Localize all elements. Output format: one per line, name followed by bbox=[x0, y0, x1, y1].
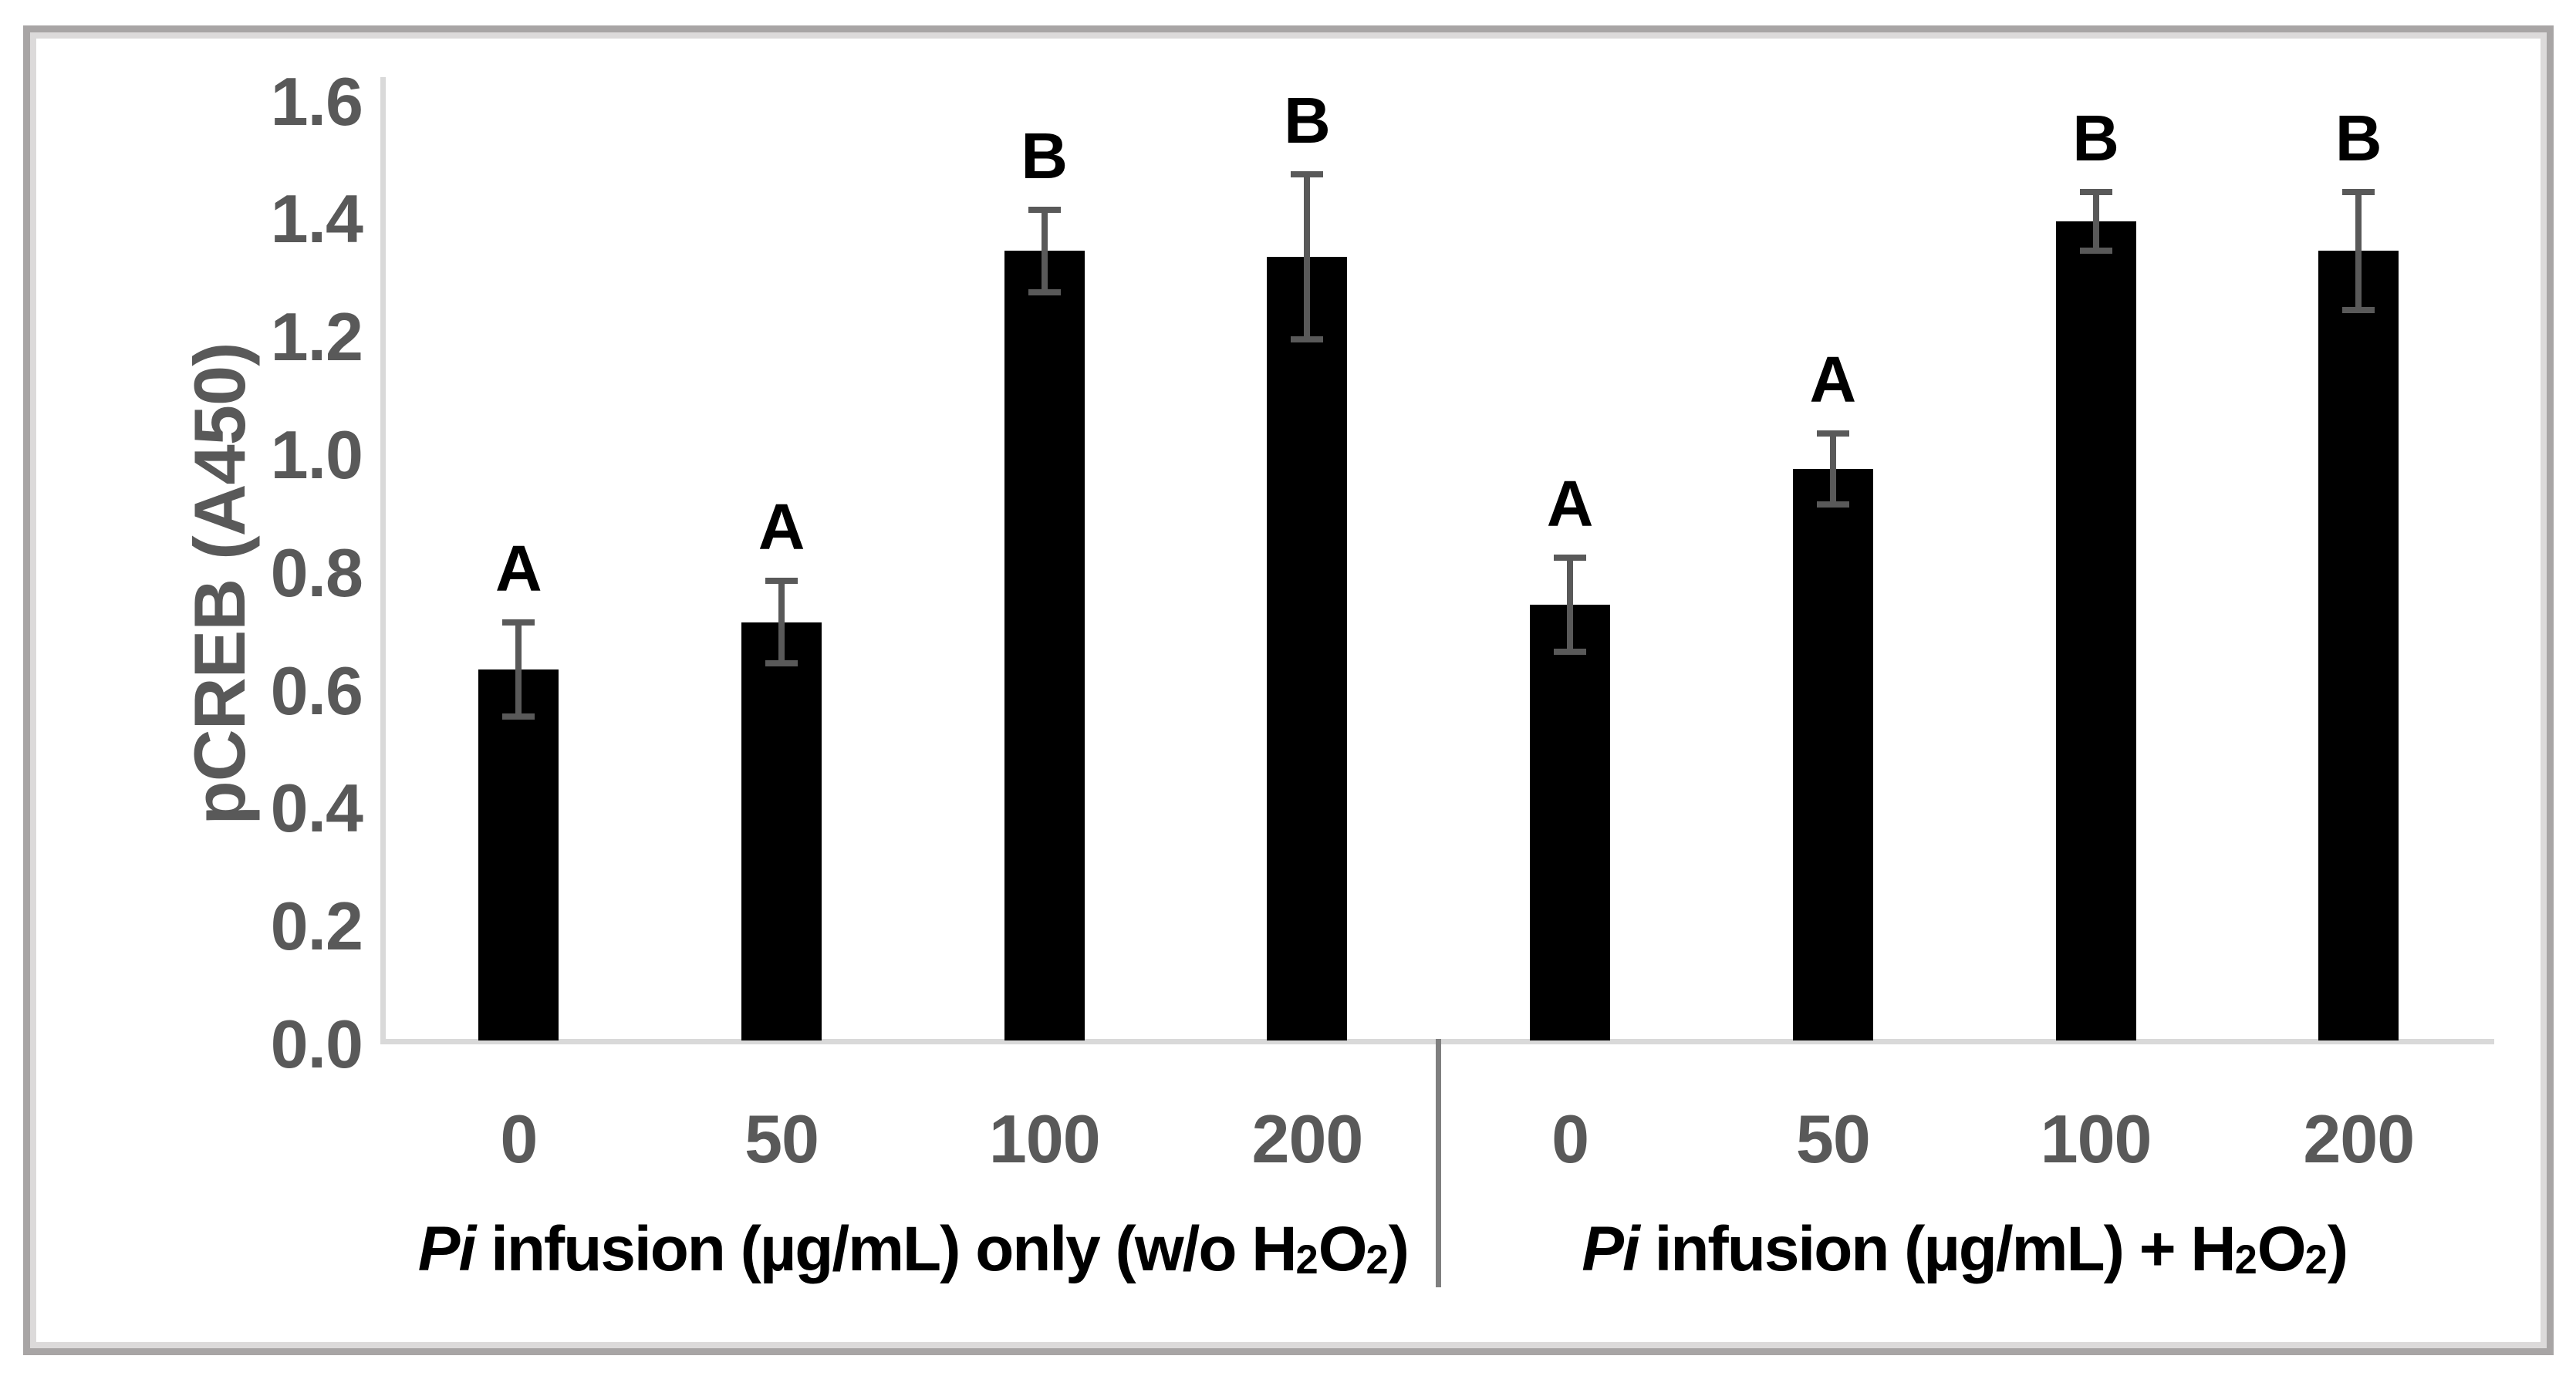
error-bar-cap-bottom bbox=[2079, 248, 2112, 255]
sig-letter: B bbox=[2335, 101, 2382, 174]
group-label-part: infusion (µg/mL) + H bbox=[1638, 1214, 2237, 1284]
y-tick-label: 0.8 bbox=[270, 534, 363, 611]
x-tick-label: 100 bbox=[2040, 1101, 2152, 1177]
x-tick-label: 200 bbox=[1251, 1101, 1364, 1177]
group-label: Pi infusion (µg/mL) only (w/o H2O2) bbox=[334, 1203, 1491, 1296]
figure-frame bbox=[23, 25, 2554, 1355]
group-label-part: ) bbox=[1388, 1214, 1410, 1284]
group-label-part: O bbox=[1318, 1214, 1368, 1284]
sig-letter: B bbox=[2072, 101, 2119, 174]
y-tick-label: 1.2 bbox=[270, 298, 363, 376]
bar bbox=[741, 622, 822, 1040]
sig-letter: A bbox=[495, 531, 542, 605]
group-label: Pi infusion (µg/mL) + H2O2) bbox=[1386, 1203, 2543, 1296]
error-bar-stem bbox=[515, 622, 522, 717]
x-tick-label: 0 bbox=[500, 1101, 538, 1177]
figure-frame-inner bbox=[30, 32, 2547, 1348]
group-label-part: 2 bbox=[2234, 1237, 2257, 1283]
error-bar-cap-top bbox=[2342, 188, 2375, 195]
error-bar-cap-top bbox=[2079, 188, 2112, 195]
sig-letter: B bbox=[1284, 83, 1331, 157]
group-label-part: 2 bbox=[1366, 1237, 1389, 1283]
y-tick-label: 0.0 bbox=[270, 1006, 363, 1082]
error-bar-cap-bottom bbox=[765, 660, 798, 667]
error-bar-cap-bottom bbox=[1816, 501, 1849, 508]
error-bar-cap-bottom bbox=[1554, 648, 1587, 655]
error-bar-cap-bottom bbox=[1291, 336, 1324, 342]
group-label-part: Pi bbox=[417, 1214, 476, 1284]
bar bbox=[2318, 251, 2399, 1040]
x-tick-label: 100 bbox=[988, 1101, 1101, 1177]
y-tick-label: 0.2 bbox=[270, 888, 363, 965]
sig-letter: A bbox=[758, 491, 805, 564]
group-label-part: ) bbox=[2327, 1214, 2348, 1284]
error-bar-cap-top bbox=[765, 578, 798, 585]
y-tick-label: 0.6 bbox=[270, 652, 363, 729]
group-label-part: Pi bbox=[1582, 1214, 1639, 1284]
error-bar-cap-top bbox=[502, 619, 535, 626]
error-bar-stem bbox=[1567, 557, 1574, 652]
error-bar-stem bbox=[2355, 191, 2362, 310]
y-tick-label: 1.6 bbox=[270, 62, 363, 140]
bar bbox=[1004, 251, 1085, 1040]
x-tick-label: 0 bbox=[1551, 1101, 1589, 1177]
error-bar-cap-top bbox=[1291, 170, 1324, 177]
bar bbox=[2055, 221, 2136, 1040]
x-tick-label: 50 bbox=[1795, 1101, 1871, 1177]
error-bar-cap-bottom bbox=[502, 713, 535, 720]
bar bbox=[1792, 468, 1873, 1040]
error-bar-stem bbox=[1041, 209, 1048, 292]
error-bar-stem bbox=[2092, 191, 2099, 251]
error-bar-cap-bottom bbox=[1028, 288, 1061, 295]
sig-letter: B bbox=[1021, 119, 1069, 192]
bar bbox=[478, 669, 559, 1040]
sig-letter: A bbox=[1809, 343, 1857, 417]
y-tick-label: 1.0 bbox=[270, 417, 363, 493]
error-bar-cap-top bbox=[1028, 206, 1061, 213]
y-tick-label: 0.4 bbox=[270, 770, 363, 847]
group-divider-line bbox=[1436, 1039, 1441, 1287]
error-bar-stem bbox=[778, 581, 785, 664]
group-label-part: 2 bbox=[1295, 1237, 1318, 1283]
group-label-part: O bbox=[2257, 1214, 2307, 1284]
bar bbox=[1530, 604, 1611, 1040]
error-bar-cap-top bbox=[1554, 554, 1587, 561]
group-label-part: 2 bbox=[2304, 1237, 2328, 1283]
x-tick-label: 200 bbox=[2303, 1101, 2415, 1177]
error-bar-cap-bottom bbox=[2342, 306, 2375, 313]
error-bar-stem bbox=[1304, 174, 1311, 339]
error-bar-cap-top bbox=[1816, 430, 1849, 437]
y-axis-line bbox=[380, 77, 386, 1044]
error-bar-stem bbox=[1829, 433, 1836, 504]
bar bbox=[1267, 256, 1348, 1040]
group-label-part: infusion (µg/mL) only (w/o H bbox=[474, 1214, 1297, 1284]
y-tick-label: 1.4 bbox=[270, 180, 363, 258]
sig-letter: A bbox=[1546, 467, 1594, 540]
x-tick-label: 50 bbox=[744, 1101, 819, 1177]
